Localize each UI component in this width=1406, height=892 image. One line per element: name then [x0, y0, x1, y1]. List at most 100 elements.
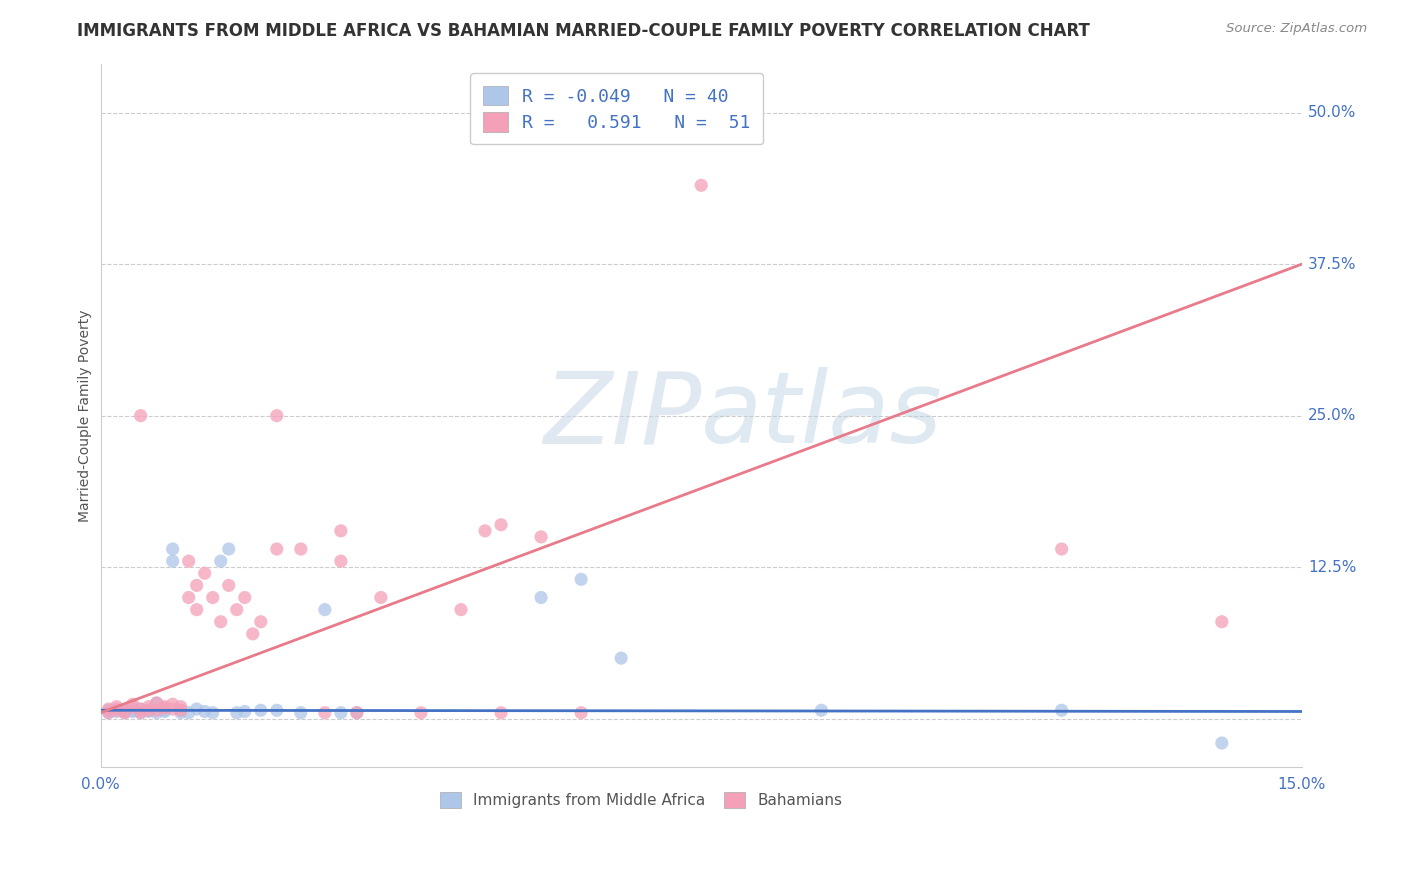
Point [489, 706, 512, 720]
Point [170, 706, 193, 720]
Point [266, 409, 288, 423]
Point [138, 703, 160, 717]
Point [346, 706, 368, 720]
Text: Source: ZipAtlas.com: Source: ZipAtlas.com [1226, 22, 1367, 36]
Point [201, 706, 224, 720]
Point [314, 706, 336, 720]
Point [114, 706, 136, 720]
Text: 50.0%: 50.0% [1308, 105, 1357, 120]
Point [177, 554, 200, 568]
Text: atlas: atlas [702, 368, 943, 464]
Point [145, 696, 167, 710]
Point [162, 697, 184, 711]
Point [138, 705, 160, 719]
Point [177, 706, 200, 720]
Point [97, 706, 120, 720]
Point [153, 703, 176, 717]
Point [129, 702, 152, 716]
Point [346, 706, 368, 720]
Point [194, 705, 217, 719]
Point [409, 706, 432, 720]
Point [1050, 703, 1073, 717]
Point [114, 705, 136, 719]
Point [290, 541, 312, 556]
Point [569, 706, 592, 720]
Point [186, 702, 208, 716]
Point [162, 541, 184, 556]
Text: 25.0%: 25.0% [1308, 409, 1357, 423]
Point [97, 703, 120, 717]
Point [314, 602, 336, 616]
Point [225, 602, 247, 616]
Point [145, 706, 167, 720]
Point [153, 701, 176, 715]
Point [242, 627, 264, 641]
Point [201, 591, 224, 605]
Point [121, 703, 143, 717]
Point [1050, 541, 1073, 556]
Point [266, 703, 288, 717]
Point [105, 705, 128, 719]
Point [218, 541, 240, 556]
Point [489, 517, 512, 532]
Text: 12.5%: 12.5% [1308, 559, 1357, 574]
Point [1211, 736, 1233, 750]
Point [290, 706, 312, 720]
Point [105, 699, 128, 714]
Point [177, 591, 200, 605]
Point [266, 541, 288, 556]
Point [474, 524, 496, 538]
Point [129, 409, 152, 423]
Point [233, 591, 256, 605]
Point [329, 706, 352, 720]
Point [450, 602, 472, 616]
Point [129, 702, 152, 716]
Point [121, 699, 143, 714]
Point [194, 566, 217, 581]
Text: IMMIGRANTS FROM MIDDLE AFRICA VS BAHAMIAN MARRIED-COUPLE FAMILY POVERTY CORRELAT: IMMIGRANTS FROM MIDDLE AFRICA VS BAHAMIA… [77, 22, 1090, 40]
Point [121, 705, 143, 719]
Point [97, 702, 120, 716]
Point [186, 602, 208, 616]
Point [145, 703, 167, 717]
Point [97, 706, 120, 720]
Point [370, 591, 392, 605]
Point [186, 578, 208, 592]
Point [233, 705, 256, 719]
Point [129, 706, 152, 720]
Point [329, 554, 352, 568]
Point [162, 702, 184, 716]
Point [170, 699, 193, 714]
Point [329, 524, 352, 538]
Point [610, 651, 633, 665]
Point [249, 615, 271, 629]
Point [162, 554, 184, 568]
Point [249, 703, 271, 717]
Point [690, 178, 713, 193]
Point [209, 615, 232, 629]
Point [209, 554, 232, 568]
Point [105, 703, 128, 717]
Text: 37.5%: 37.5% [1308, 257, 1357, 271]
Point [218, 578, 240, 592]
Point [530, 591, 553, 605]
Legend: Immigrants from Middle Africa, Bahamians: Immigrants from Middle Africa, Bahamians [432, 784, 851, 816]
Point [114, 706, 136, 720]
Point [105, 702, 128, 716]
Point [121, 697, 143, 711]
Point [225, 706, 247, 720]
Point [138, 699, 160, 714]
Point [114, 703, 136, 717]
Point [170, 703, 193, 717]
Point [170, 703, 193, 717]
Point [145, 696, 167, 710]
Point [129, 706, 152, 720]
Point [153, 699, 176, 714]
Point [1211, 615, 1233, 629]
Text: ZIP: ZIP [543, 368, 702, 464]
Y-axis label: Married-Couple Family Poverty: Married-Couple Family Poverty [79, 310, 93, 522]
Point [569, 572, 592, 586]
Point [138, 703, 160, 717]
Point [810, 703, 832, 717]
Point [153, 705, 176, 719]
